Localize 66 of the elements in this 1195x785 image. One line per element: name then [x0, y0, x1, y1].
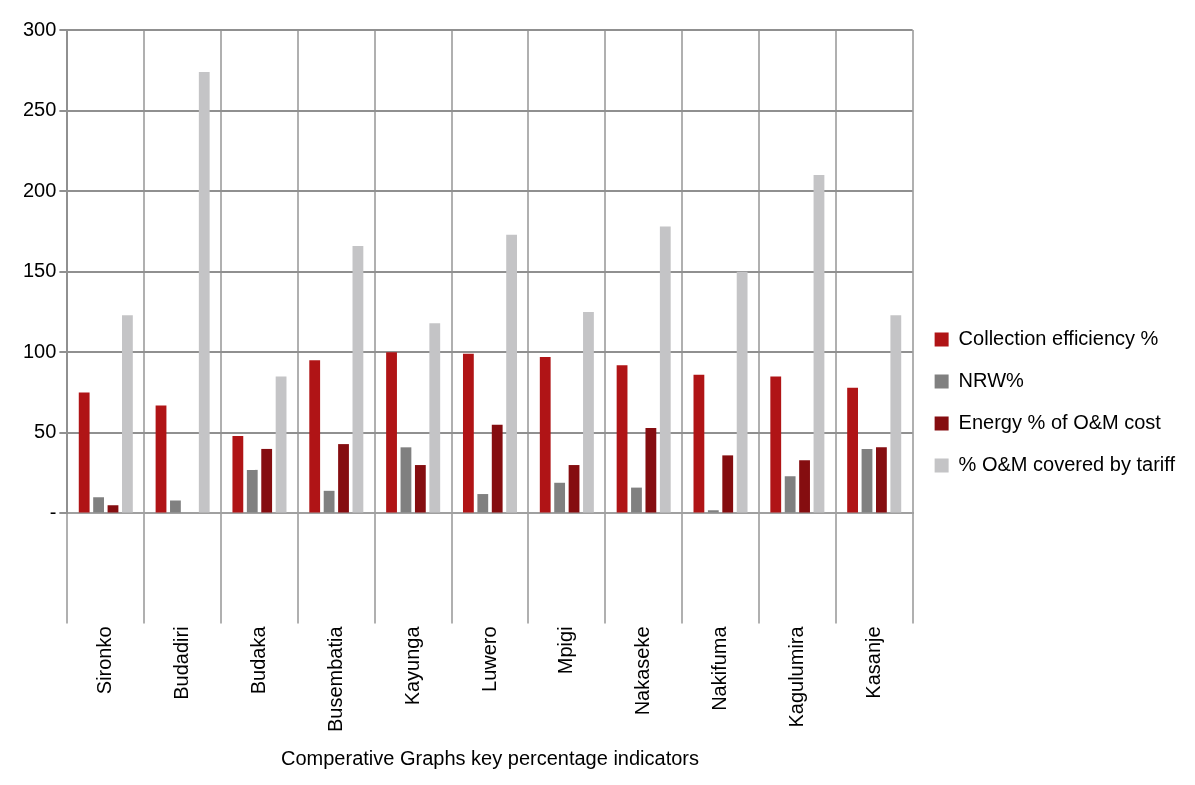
x-tick-label: Luwero	[477, 626, 500, 692]
y-tick-label: 50	[34, 420, 57, 443]
bar	[261, 448, 273, 513]
x-tick-label: Kasanje	[861, 626, 884, 699]
bar	[861, 448, 873, 513]
bar	[722, 455, 734, 513]
bar	[876, 447, 887, 513]
bar	[539, 357, 551, 513]
x-axis-title: Comperative Graphs key percentage indicators	[281, 746, 699, 769]
legend-label: Energy % of O&M cost	[958, 411, 1162, 434]
bar	[122, 315, 133, 513]
bar	[170, 500, 181, 513]
bar	[813, 175, 825, 513]
bar	[232, 436, 244, 513]
y-tick-label: 300	[22, 17, 57, 40]
bar	[707, 510, 719, 513]
bar	[400, 447, 412, 513]
x-tick-label: Busembatia	[323, 625, 346, 733]
bar	[554, 482, 566, 513]
bar	[736, 271, 748, 513]
bar	[568, 465, 580, 513]
x-tick-label: Sironko	[93, 626, 116, 695]
bar	[784, 476, 796, 513]
x-tick-label: Mpigi	[554, 626, 577, 675]
y-tick-label: 100	[22, 339, 57, 362]
bar	[352, 245, 364, 513]
bar	[386, 352, 397, 513]
bar	[631, 487, 642, 513]
y-tick-label: -	[49, 500, 57, 523]
x-tick-label: Nakifuma	[708, 625, 731, 711]
x-tick-label: Budadiri	[170, 626, 193, 700]
y-tick-label: 200	[22, 178, 57, 201]
bar	[890, 315, 902, 513]
bar	[847, 387, 858, 513]
bar	[462, 353, 474, 513]
x-tick-label: Nakaseke	[631, 626, 654, 716]
bar	[693, 374, 705, 513]
bar	[770, 376, 782, 513]
bar	[645, 427, 657, 513]
x-tick-label: Kayunga	[400, 625, 423, 706]
bar	[107, 505, 119, 513]
legend-label: NRW%	[958, 369, 1025, 392]
bar	[799, 460, 810, 513]
y-tick-label: 250	[22, 98, 57, 121]
bar	[275, 376, 287, 513]
bar	[659, 226, 671, 513]
bar	[583, 311, 594, 513]
bar	[198, 71, 210, 513]
bar	[414, 465, 426, 513]
bar	[616, 365, 628, 513]
legend-label: Collection efficiency %	[958, 327, 1159, 350]
bar	[323, 490, 335, 513]
x-tick-label: Budaka	[246, 625, 269, 695]
bar	[429, 323, 441, 513]
bar	[309, 360, 321, 513]
bar	[93, 497, 104, 513]
legend-label: % O&M covered by tariff	[958, 453, 1176, 476]
bar	[155, 405, 167, 513]
x-tick-label: Kagulumira	[784, 625, 807, 728]
bar	[78, 392, 90, 513]
bar	[338, 444, 349, 513]
bar	[477, 494, 489, 513]
bar	[491, 424, 503, 513]
y-tick-label: 150	[22, 259, 57, 282]
bar	[506, 234, 518, 513]
bar	[246, 469, 258, 513]
